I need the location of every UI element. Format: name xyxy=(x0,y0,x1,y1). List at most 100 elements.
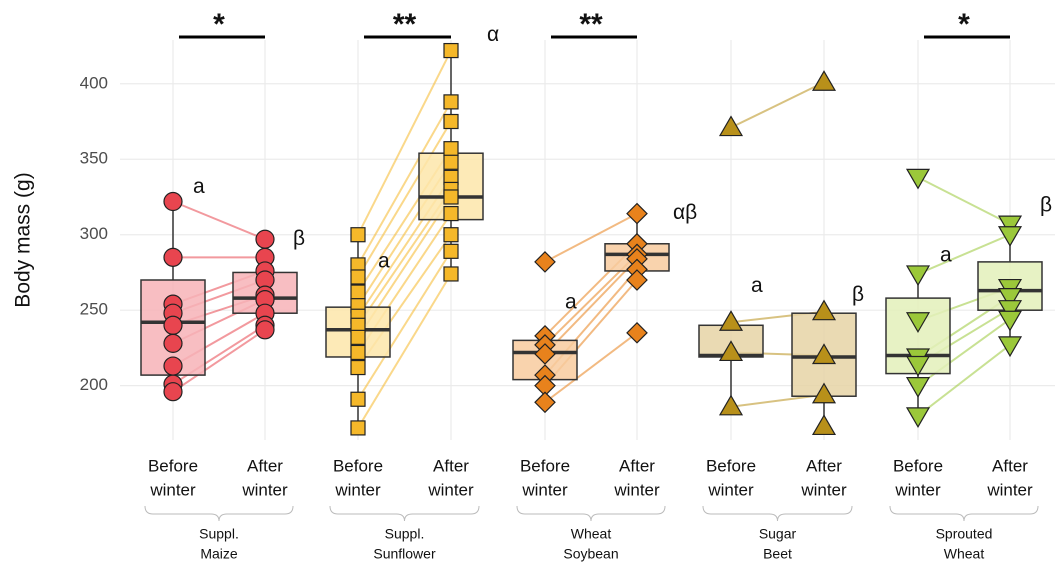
point xyxy=(163,382,183,402)
point xyxy=(811,299,837,321)
point xyxy=(443,141,459,157)
y-tick-label: 250 xyxy=(80,300,108,319)
pair-line xyxy=(357,273,452,429)
significance: ** xyxy=(393,8,417,41)
group-label: Soybean xyxy=(563,546,618,562)
group-letter: β xyxy=(852,283,864,306)
point xyxy=(626,202,648,225)
point xyxy=(255,320,275,340)
point xyxy=(255,229,275,249)
significance: * xyxy=(958,8,970,41)
point xyxy=(811,414,837,436)
x-tick-label: After xyxy=(433,456,469,475)
point xyxy=(443,266,459,282)
point xyxy=(718,340,744,362)
x-tick-label: After xyxy=(247,456,283,475)
point xyxy=(811,382,837,404)
x-tick-label: Before xyxy=(706,456,756,475)
point xyxy=(811,343,837,365)
group-letter: α xyxy=(487,23,499,46)
group-letter: a xyxy=(940,244,952,267)
pair-line xyxy=(357,120,452,278)
x-tick-label: After xyxy=(619,456,655,475)
x-tick-label: winter xyxy=(334,480,381,499)
point xyxy=(811,70,837,91)
point xyxy=(350,420,366,436)
point xyxy=(905,407,931,429)
pair-line xyxy=(172,328,266,393)
x-tick-label: winter xyxy=(149,480,196,499)
x-tick-label: After xyxy=(992,456,1028,475)
point xyxy=(443,113,459,130)
x-tick-label: Before xyxy=(333,456,383,475)
x-tick-label: winter xyxy=(707,480,754,499)
group-label: Wheat xyxy=(571,526,612,542)
point xyxy=(443,42,459,59)
group-label: Suppl. xyxy=(199,526,239,542)
point xyxy=(997,310,1023,332)
x-tick-label: winter xyxy=(800,480,847,499)
point xyxy=(997,288,1023,309)
brace xyxy=(702,505,853,522)
point xyxy=(718,115,744,137)
group-letter: αβ xyxy=(673,201,697,224)
point xyxy=(443,189,459,205)
point xyxy=(350,329,366,345)
group-letter: a xyxy=(751,274,763,297)
y-tick-label: 350 xyxy=(80,149,108,168)
point xyxy=(350,227,366,243)
point xyxy=(350,344,366,361)
x-tick-label: Before xyxy=(148,456,198,475)
x-tick-label: winter xyxy=(521,480,568,499)
group-label: Wheat xyxy=(944,546,985,562)
group-letter: a xyxy=(378,249,390,272)
point xyxy=(163,247,183,267)
pair-line xyxy=(357,101,452,266)
brace xyxy=(144,505,294,522)
x-tick-label: Before xyxy=(893,456,943,475)
y-tick-label: 400 xyxy=(80,73,108,92)
point xyxy=(163,191,183,212)
point xyxy=(534,391,556,414)
pair-line xyxy=(172,200,266,241)
x-tick-label: winter xyxy=(894,480,941,499)
point xyxy=(350,391,366,407)
pair-line xyxy=(917,233,1011,275)
pair-line xyxy=(357,50,452,236)
significance: ** xyxy=(579,8,603,41)
point xyxy=(443,94,459,110)
pair-line xyxy=(730,81,825,129)
pair-line xyxy=(917,344,1011,417)
point xyxy=(534,251,556,273)
point xyxy=(534,343,556,365)
group-label: Sprouted xyxy=(936,526,993,542)
group-label: Sugar xyxy=(759,526,797,542)
brace xyxy=(329,505,480,522)
point xyxy=(905,377,931,398)
group-label: Sunflower xyxy=(373,546,436,562)
group-letter: β xyxy=(1040,194,1052,217)
point xyxy=(350,284,366,300)
group-label: Maize xyxy=(200,546,238,562)
pair-line xyxy=(544,212,638,263)
point xyxy=(626,269,648,291)
x-tick-label: winter xyxy=(241,480,288,499)
point xyxy=(997,226,1023,247)
brace xyxy=(516,505,666,522)
group-label: Suppl. xyxy=(385,526,425,542)
point xyxy=(997,300,1023,321)
point xyxy=(997,336,1023,358)
point xyxy=(350,359,366,376)
point xyxy=(905,312,931,333)
significance: * xyxy=(213,8,225,41)
x-tick-label: After xyxy=(806,456,842,475)
x-tick-label: winter xyxy=(986,480,1033,499)
pair-line xyxy=(544,332,638,404)
group-letter: a xyxy=(193,175,205,198)
group-letter: a xyxy=(565,290,577,313)
brace xyxy=(889,505,1039,522)
point xyxy=(905,265,931,287)
point xyxy=(718,394,744,416)
y-tick-label: 200 xyxy=(80,375,108,394)
